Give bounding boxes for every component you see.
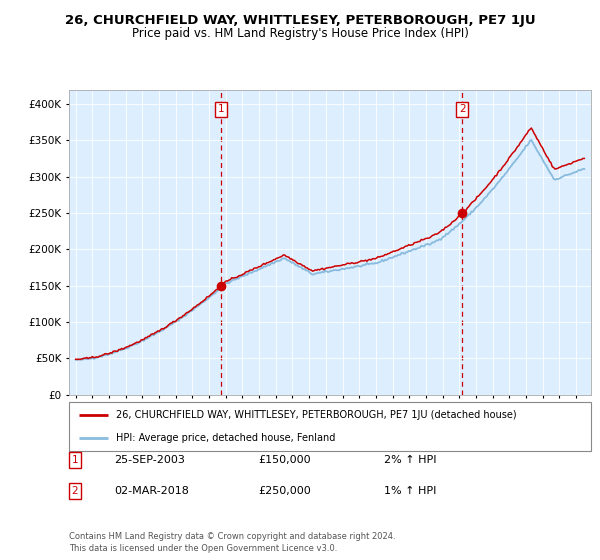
Text: 1: 1 [71, 455, 79, 465]
Text: HPI: Average price, detached house, Fenland: HPI: Average price, detached house, Fenl… [116, 433, 335, 444]
Text: 1: 1 [218, 104, 224, 114]
Text: Contains HM Land Registry data © Crown copyright and database right 2024.
This d: Contains HM Land Registry data © Crown c… [69, 532, 395, 553]
Text: 02-MAR-2018: 02-MAR-2018 [114, 486, 189, 496]
Text: 25-SEP-2003: 25-SEP-2003 [114, 455, 185, 465]
Text: 26, CHURCHFIELD WAY, WHITTLESEY, PETERBOROUGH, PE7 1JU (detached house): 26, CHURCHFIELD WAY, WHITTLESEY, PETERBO… [116, 410, 517, 421]
Text: 2: 2 [459, 104, 466, 114]
Text: 1% ↑ HPI: 1% ↑ HPI [384, 486, 436, 496]
Text: Price paid vs. HM Land Registry's House Price Index (HPI): Price paid vs. HM Land Registry's House … [131, 27, 469, 40]
Text: 26, CHURCHFIELD WAY, WHITTLESEY, PETERBOROUGH, PE7 1JU: 26, CHURCHFIELD WAY, WHITTLESEY, PETERBO… [65, 14, 535, 27]
Text: 2% ↑ HPI: 2% ↑ HPI [384, 455, 437, 465]
Text: 2: 2 [71, 486, 79, 496]
Text: £250,000: £250,000 [258, 486, 311, 496]
Text: £150,000: £150,000 [258, 455, 311, 465]
